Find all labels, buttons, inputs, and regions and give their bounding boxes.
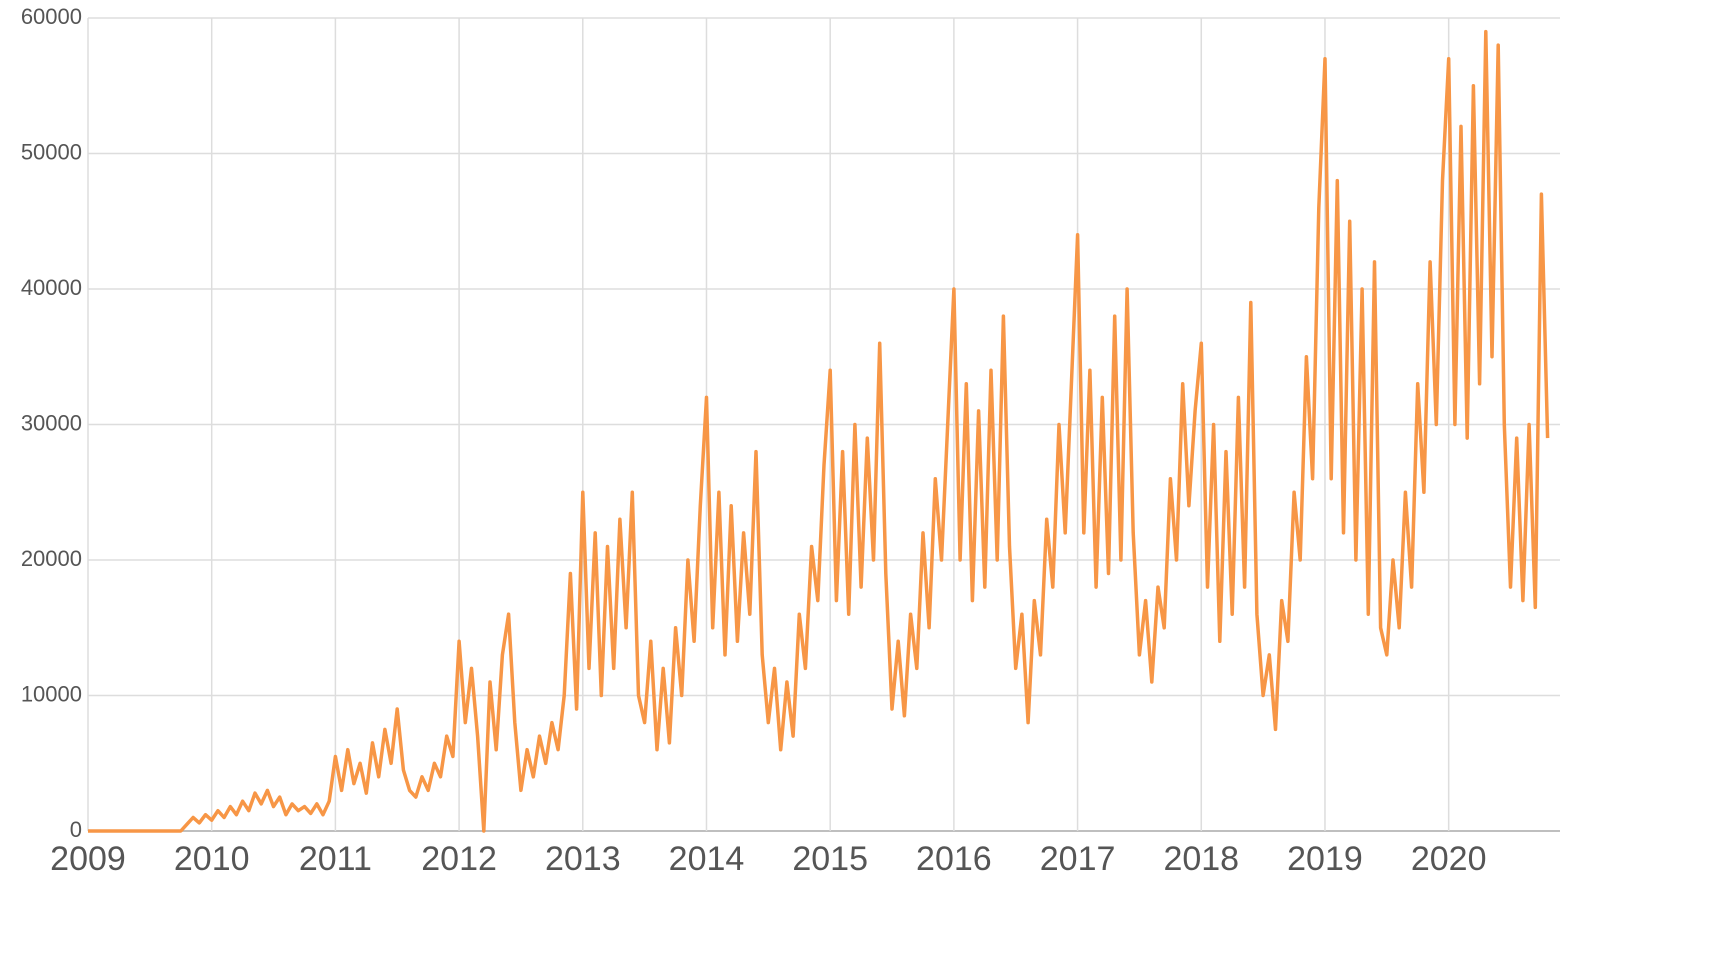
- x-tick-label: 2013: [545, 840, 621, 878]
- x-tick-label: 2015: [792, 840, 868, 878]
- line: [88, 29, 1550, 833]
- x-tick-label: 2011: [299, 840, 372, 878]
- y-tick-label: 20000: [21, 546, 82, 571]
- y-tick-label: 50000: [21, 139, 82, 164]
- x-tick-label: 2019: [1287, 840, 1363, 878]
- y-tick-label: 10000: [21, 681, 82, 706]
- x-tick-label: 2016: [916, 840, 992, 878]
- x-tick-label: 2012: [421, 840, 497, 878]
- x-tick-label: 2014: [669, 840, 745, 878]
- y-tick-label: 40000: [21, 275, 82, 300]
- x-tick-label: 2010: [174, 840, 250, 878]
- x-tick-label: 2009: [50, 840, 126, 878]
- x-tick-label: 2020: [1411, 840, 1487, 878]
- y-tick-label: 0: [70, 817, 82, 842]
- y-tick-label: 60000: [21, 4, 82, 29]
- y-tick-label: 30000: [21, 410, 82, 435]
- x-tick-label: 2018: [1163, 840, 1239, 878]
- x-tick-label: 2017: [1040, 840, 1116, 878]
